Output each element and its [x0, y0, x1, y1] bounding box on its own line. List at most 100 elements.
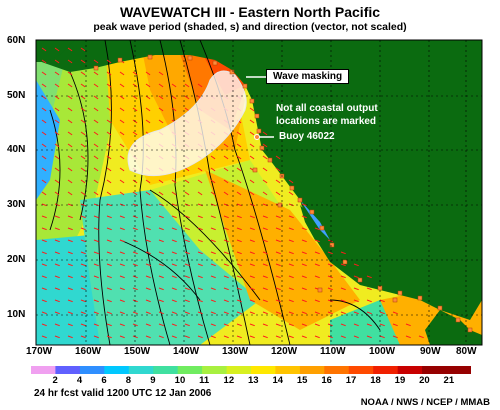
direction-vector [80, 95, 86, 100]
lon-label-120w: 120W [271, 346, 298, 357]
north-america-land [36, 40, 482, 320]
direction-vector [171, 203, 177, 207]
direction-vector [54, 239, 60, 243]
direction-vector [197, 83, 203, 88]
band-10s-south [80, 190, 260, 345]
direction-vector [106, 119, 112, 124]
direction-vector [236, 311, 242, 315]
direction-vector [67, 179, 73, 184]
direction-vector [379, 311, 385, 315]
direction-vector [80, 83, 86, 88]
direction-vector [184, 275, 190, 279]
direction-vector [314, 275, 320, 279]
direction-vector [275, 287, 281, 291]
lat-lon-grid [36, 40, 482, 345]
direction-vector [106, 71, 112, 76]
direction-vector [171, 239, 177, 243]
direction-vector [145, 263, 151, 267]
direction-vector [301, 311, 307, 315]
direction-vector [418, 335, 424, 339]
direction-vector [262, 143, 268, 148]
direction-vector [171, 83, 177, 88]
direction-vector [327, 287, 333, 291]
direction-vector [93, 155, 99, 160]
lon-label-140w: 140W [173, 346, 200, 357]
direction-vector [236, 203, 242, 207]
direction-vector [41, 95, 47, 100]
direction-vector [106, 275, 112, 279]
direction-vector [41, 239, 47, 243]
direction-vector [158, 227, 164, 231]
direction-vector [236, 263, 242, 267]
direction-vector [314, 227, 320, 231]
direction-vector [340, 311, 346, 315]
direction-vector [197, 227, 203, 231]
direction-vector [93, 59, 99, 64]
direction-vector [314, 263, 320, 267]
direction-vector [132, 311, 138, 315]
direction-vector [67, 275, 73, 279]
direction-vector [80, 215, 86, 219]
direction-vector [366, 299, 372, 303]
direction-vector [132, 239, 138, 243]
direction-vector [275, 311, 281, 315]
direction-vector [262, 299, 268, 303]
direction-vector [197, 239, 203, 243]
direction-vector [210, 323, 216, 327]
coastal-marker [317, 287, 323, 293]
direction-vector [158, 311, 164, 315]
direction-vector [67, 323, 73, 327]
direction-vector [54, 263, 60, 267]
direction-vector [275, 239, 281, 243]
coastal-marker [212, 60, 218, 66]
direction-vector [262, 239, 268, 243]
direction-vector [392, 311, 398, 315]
direction-vector [249, 179, 255, 184]
direction-vector [197, 263, 203, 267]
direction-vector [288, 251, 294, 255]
direction-vector [327, 263, 333, 267]
direction-vector [80, 167, 86, 172]
direction-vector [67, 263, 73, 267]
direction-vector [119, 107, 125, 112]
direction-vector [184, 287, 190, 291]
direction-vector [249, 155, 255, 160]
direction-vector [145, 215, 151, 219]
direction-vector [236, 287, 242, 291]
direction-vector [210, 203, 216, 207]
direction-vector [184, 107, 190, 112]
direction-vector [80, 203, 86, 207]
direction-vector [210, 251, 216, 255]
direction-vector [132, 71, 138, 76]
direction-vector [301, 215, 307, 219]
direction-vector [54, 107, 60, 112]
direction-vector [119, 215, 125, 219]
direction-vector [249, 191, 255, 196]
direction-vector [54, 299, 60, 303]
direction-vector [41, 335, 47, 339]
baja-california-land [300, 205, 322, 245]
direction-vector [223, 215, 229, 219]
colorbar-swatch [422, 366, 447, 374]
direction-vector [301, 323, 307, 327]
direction-vector [327, 311, 333, 315]
direction-vector [171, 191, 177, 196]
direction-vector [119, 143, 125, 148]
direction-vector [93, 83, 99, 88]
direction-vector [223, 275, 229, 279]
direction-vector [262, 251, 268, 255]
colorbar-swatch [299, 366, 325, 374]
direction-vector [80, 179, 86, 184]
direction-vector [54, 71, 60, 76]
direction-vector [197, 299, 203, 303]
colorbar-label: 15 [296, 375, 308, 386]
direction-vector [119, 131, 125, 136]
direction-vector [80, 299, 86, 303]
direction-vector [184, 83, 190, 88]
direction-vector [275, 227, 281, 231]
direction-vector [67, 203, 73, 207]
direction-vector [340, 335, 346, 339]
direction-vector [353, 323, 359, 327]
direction-vector [262, 191, 268, 196]
direction-vector [158, 191, 164, 196]
